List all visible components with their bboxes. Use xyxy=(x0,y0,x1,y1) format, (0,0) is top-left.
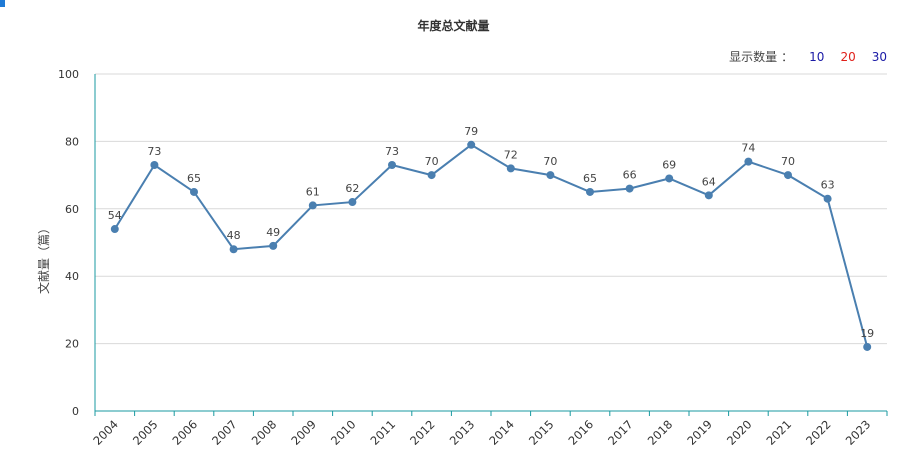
y-tick-label: 100 xyxy=(58,68,79,81)
data-point[interactable] xyxy=(784,171,792,180)
data-point[interactable] xyxy=(823,194,832,203)
data-label: 79 xyxy=(464,125,478,138)
data-point[interactable] xyxy=(427,171,436,180)
data-point[interactable] xyxy=(863,342,872,351)
data-labels: 54 73 65 48 49 61 62 73 70 79 72 70 65 66 69 64 74 70 63 19 xyxy=(108,125,874,340)
data-points xyxy=(110,140,872,351)
data-label: 62 xyxy=(345,182,359,195)
data-label: 72 xyxy=(504,148,518,161)
data-point[interactable] xyxy=(704,191,713,200)
count-option-20[interactable]: 20 xyxy=(840,49,856,64)
data-label: 70 xyxy=(781,155,795,168)
x-tick-label: 2008 xyxy=(249,417,280,448)
x-tick-label: 2009 xyxy=(288,417,319,448)
data-point[interactable] xyxy=(665,174,674,183)
data-label: 54 xyxy=(108,209,122,222)
data-point[interactable] xyxy=(269,241,278,250)
chart-title: 年度总文献量 xyxy=(417,19,490,33)
y-axis-ticks: 0 20 40 60 80 100 xyxy=(58,68,79,418)
x-tick-label: 2007 xyxy=(209,417,240,448)
x-axis: 2004 2005 2006 2007 2008 2009 2010 2011 2012 2013… xyxy=(90,74,888,448)
data-point[interactable] xyxy=(190,187,198,196)
display-count-label: 显示数量 xyxy=(729,50,778,64)
y-axis-label: 文献量（篇） xyxy=(36,222,51,294)
x-tick-label: 2023 xyxy=(843,417,874,448)
data-label: 70 xyxy=(425,155,439,168)
x-tick-label: 2006 xyxy=(170,417,201,448)
x-tick-label: 2019 xyxy=(684,417,715,448)
data-point[interactable] xyxy=(625,184,634,193)
data-point[interactable] xyxy=(229,245,238,254)
data-label: 65 xyxy=(583,172,597,185)
data-point[interactable] xyxy=(744,157,753,166)
x-tick-label: 2021 xyxy=(764,417,795,448)
data-point[interactable] xyxy=(110,225,119,234)
display-count-colon: ： xyxy=(781,50,794,64)
data-label: 19 xyxy=(860,327,874,340)
data-point[interactable] xyxy=(388,160,396,169)
y-tick-label: 0 xyxy=(72,405,79,418)
x-tick-label: 2022 xyxy=(803,417,834,448)
data-point[interactable] xyxy=(506,164,515,173)
x-tick-label: 2020 xyxy=(724,417,755,448)
x-tick-label: 2010 xyxy=(328,417,359,448)
data-point[interactable] xyxy=(546,171,555,180)
data-label: 73 xyxy=(385,145,399,158)
x-tick-label: 2018 xyxy=(645,417,676,448)
data-point[interactable] xyxy=(308,201,317,210)
display-count-selector: 显示数量 ： 10 20 30 xyxy=(729,48,887,65)
data-point[interactable] xyxy=(150,160,159,169)
y-tick-label: 80 xyxy=(65,135,79,148)
x-tick-label: 2014 xyxy=(486,417,517,448)
x-tick-label: 2016 xyxy=(566,417,597,448)
data-label: 49 xyxy=(266,226,280,239)
data-label: 70 xyxy=(543,155,557,168)
grid-lines xyxy=(95,73,887,345)
data-label: 65 xyxy=(187,172,201,185)
data-label: 48 xyxy=(227,229,241,242)
count-option-30[interactable]: 30 xyxy=(871,49,887,64)
data-label: 63 xyxy=(821,179,835,192)
data-point[interactable] xyxy=(467,140,476,149)
x-tick-label: 2017 xyxy=(605,417,636,448)
data-label: 69 xyxy=(662,158,676,171)
data-label: 61 xyxy=(306,185,320,198)
series-line xyxy=(113,143,869,348)
x-tick-label: 2012 xyxy=(407,417,438,448)
count-option-10[interactable]: 10 xyxy=(809,49,825,64)
y-tick-label: 40 xyxy=(65,270,79,283)
data-label: 73 xyxy=(147,145,161,158)
data-label: 64 xyxy=(702,175,716,188)
data-point[interactable] xyxy=(348,198,357,207)
x-tick-label: 2011 xyxy=(368,417,399,448)
data-point[interactable] xyxy=(586,187,594,196)
corner-accent-mark xyxy=(0,0,5,7)
x-tick-label: 2015 xyxy=(526,417,557,448)
y-tick-label: 60 xyxy=(65,203,79,216)
x-tick-label: 2004 xyxy=(90,417,121,448)
series-polyline xyxy=(113,143,869,348)
data-label: 66 xyxy=(623,169,637,182)
y-tick-label: 20 xyxy=(65,338,79,351)
x-tick-label: 2005 xyxy=(130,417,161,448)
data-label: 74 xyxy=(741,142,755,155)
x-tick-label: 2013 xyxy=(447,417,478,448)
